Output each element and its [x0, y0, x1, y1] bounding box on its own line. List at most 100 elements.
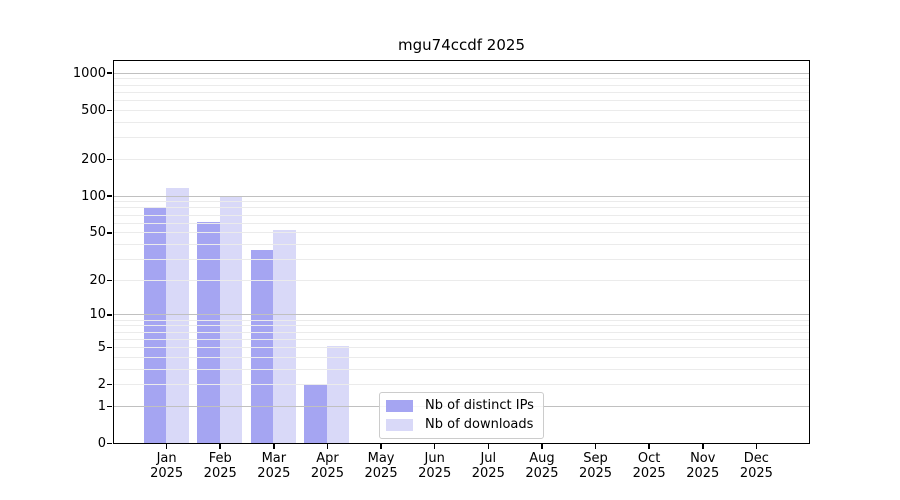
x-tick-label: Feb 2025 — [185, 451, 255, 481]
x-tick-mark — [755, 443, 758, 449]
gridline-minor — [114, 279, 809, 281]
y-tick-mark — [107, 442, 112, 445]
x-tick-mark — [165, 443, 168, 449]
x-tick-label: May 2025 — [346, 451, 416, 481]
x-tick-month: Nov — [690, 451, 716, 466]
x-tick-mark — [487, 443, 490, 449]
y-tick-mark — [107, 72, 112, 74]
x-tick-mark — [648, 443, 650, 449]
x-tick-mark — [380, 443, 382, 449]
x-tick-mark — [594, 443, 597, 449]
y-tick-label: 10 — [89, 307, 106, 323]
x-tick-month: Aug — [529, 451, 555, 466]
bar-downloads-apr — [326, 346, 350, 443]
y-tick-mark — [107, 109, 112, 112]
x-tick-month: Apr — [316, 451, 339, 466]
x-tick-mark — [273, 443, 275, 449]
y-tick-label: 200 — [81, 151, 106, 167]
x-tick-year: 2025 — [150, 465, 184, 481]
y-tick-label: 1 — [97, 398, 106, 414]
gridline-minor — [114, 232, 809, 234]
gridline-minor — [114, 384, 809, 386]
gridline-minor — [114, 137, 809, 139]
x-tick-month: Mar — [261, 451, 287, 466]
y-tick-mark — [107, 346, 112, 349]
bar-distinct-ips-jan — [143, 207, 167, 443]
x-tick-year: 2025 — [203, 465, 237, 481]
x-tick-label: Mar 2025 — [239, 451, 309, 481]
y-tick-label: 1000 — [72, 65, 106, 81]
plot-area — [113, 60, 810, 444]
x-tick-month: Jan — [156, 451, 177, 466]
y-tick-mark — [107, 195, 112, 197]
x-tick-month: May — [367, 451, 395, 466]
x-tick-mark — [433, 443, 436, 449]
gridline-minor — [114, 207, 809, 209]
x-tick-mark — [326, 443, 329, 449]
x-tick-month: Dec — [743, 451, 769, 466]
y-tick-label: 100 — [81, 188, 106, 204]
x-tick-label: Nov 2025 — [668, 451, 738, 481]
bar-distinct-ips-apr — [304, 383, 327, 443]
x-tick-label: Jun 2025 — [400, 451, 470, 481]
gridline-minor — [114, 356, 809, 358]
bar-downloads-mar — [273, 229, 296, 443]
x-tick-year: 2025 — [310, 465, 344, 481]
x-tick-label: Apr 2025 — [292, 451, 362, 481]
y-tick-label: 20 — [89, 272, 106, 288]
y-tick-mark — [107, 279, 112, 282]
y-tick-label: 50 — [89, 225, 106, 241]
y-tick-mark — [107, 314, 112, 316]
x-tick-year: 2025 — [525, 465, 559, 481]
x-tick-mark — [219, 443, 221, 449]
gridline-minor — [114, 368, 809, 370]
gridline-minor — [114, 319, 809, 321]
y-tick-label: 2 — [97, 377, 106, 393]
x-tick-label: Jan 2025 — [132, 451, 202, 481]
gridline-minor — [114, 338, 809, 340]
x-tick-label: Aug 2025 — [507, 451, 577, 481]
x-tick-year: 2025 — [364, 465, 398, 481]
x-tick-year: 2025 — [257, 465, 291, 481]
legend-swatch-distinct-ips — [386, 400, 413, 412]
gridline-minor — [114, 121, 809, 123]
gridline-minor — [114, 100, 809, 102]
gridline-major — [114, 195, 809, 197]
gridline-minor — [114, 201, 809, 203]
gridline-major — [114, 314, 809, 316]
legend-item-downloads: Nb of downloads — [386, 418, 535, 432]
legend-label-distinct-ips: Nb of distinct IPs — [425, 398, 534, 413]
x-tick-month: Feb — [208, 451, 232, 466]
gridline-minor — [114, 258, 809, 260]
x-tick-label: Sep 2025 — [561, 451, 631, 481]
gridline-minor — [114, 243, 809, 245]
x-tick-month: Oct — [637, 451, 661, 466]
bar-downloads-feb — [219, 195, 243, 443]
legend-swatch-downloads — [386, 419, 413, 431]
y-tick-mark — [107, 232, 112, 234]
gridline-minor — [114, 84, 809, 86]
y-tick-label: 0 — [97, 436, 106, 451]
x-tick-label: Jul 2025 — [453, 451, 523, 481]
x-tick-year: 2025 — [632, 465, 666, 481]
x-tick-month: Jun — [424, 451, 445, 466]
x-tick-mark — [541, 443, 543, 449]
x-tick-year: 2025 — [739, 465, 773, 481]
y-tick-mark — [107, 405, 112, 408]
gridline-minor — [114, 78, 809, 80]
x-tick-label: Dec 2025 — [721, 451, 791, 481]
legend-label-downloads: Nb of downloads — [425, 417, 534, 432]
y-tick-label: 500 — [81, 102, 106, 118]
gridline-minor — [114, 346, 809, 348]
y-tick-mark — [107, 383, 112, 386]
gridline-minor — [114, 214, 809, 216]
chart-title: mgu74ccdf 2025 — [398, 36, 525, 54]
gridline-major — [114, 72, 809, 74]
gridline-minor — [114, 158, 809, 160]
x-tick-month: Jul — [480, 451, 497, 466]
gridline-minor — [114, 222, 809, 224]
gridline-minor — [114, 331, 809, 333]
gridline-minor — [114, 109, 809, 111]
x-tick-month: Sep — [583, 451, 608, 466]
x-tick-year: 2025 — [578, 465, 613, 481]
